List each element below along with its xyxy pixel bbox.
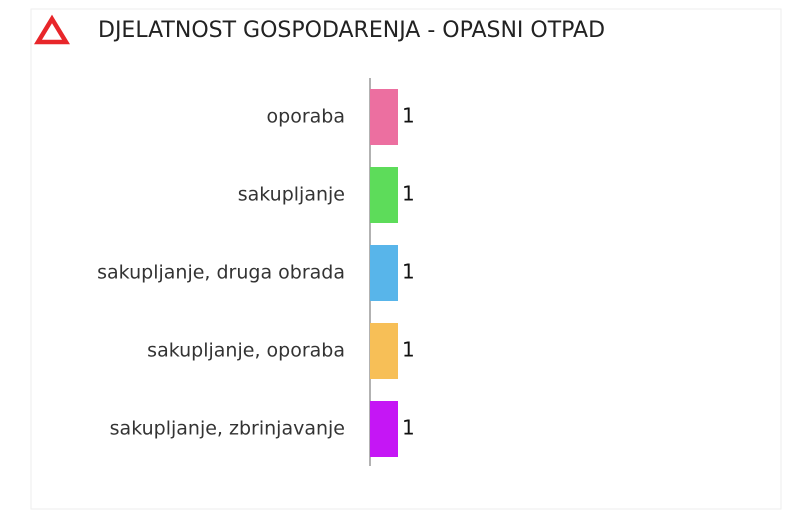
category-label: oporaba — [267, 106, 345, 128]
bar — [370, 89, 398, 145]
value-label: 1 — [402, 104, 415, 128]
value-label: 1 — [402, 338, 415, 362]
card — [30, 8, 782, 510]
value-label: 1 — [402, 182, 415, 206]
bar — [370, 167, 398, 223]
category-label: sakupljanje, oporaba — [147, 340, 345, 362]
bar — [370, 323, 398, 379]
category-label: sakupljanje — [238, 184, 345, 206]
bar — [370, 401, 398, 457]
category-label: sakupljanje, zbrinjavanje — [110, 418, 345, 440]
warning-icon — [33, 14, 71, 45]
value-label: 1 — [402, 260, 415, 284]
bar — [370, 245, 398, 301]
category-label: sakupljanje, druga obrada — [97, 262, 345, 284]
value-label: 1 — [402, 416, 415, 440]
chart-title: DJELATNOST GOSPODARENJA - OPASNI OTPAD — [98, 18, 605, 43]
